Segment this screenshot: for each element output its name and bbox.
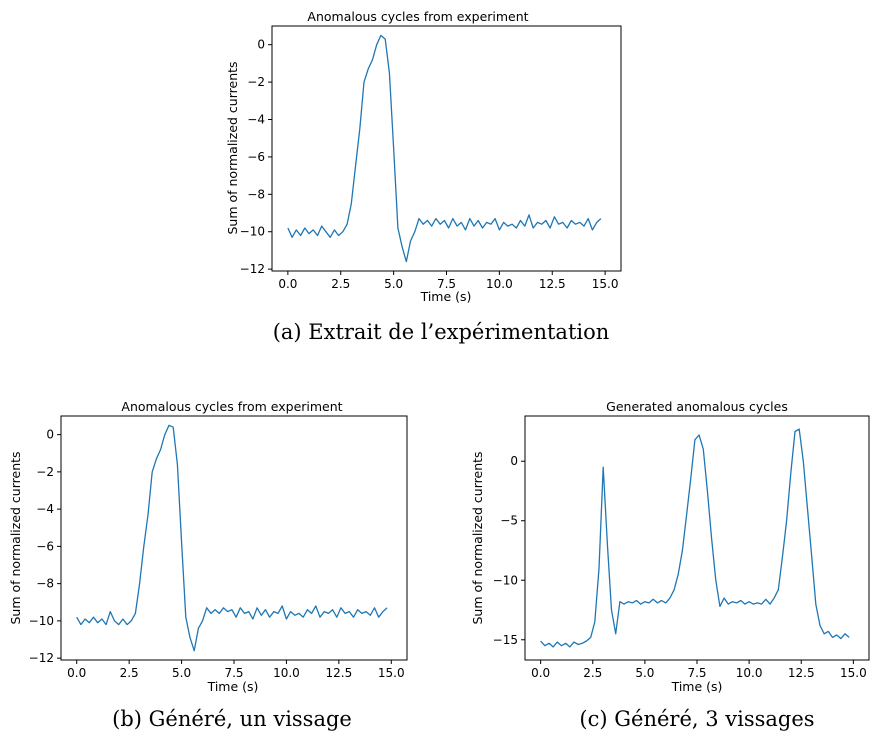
- x-axis-label-a: Time (s): [420, 289, 472, 304]
- ytick-label-c-0: 0: [510, 454, 518, 468]
- ytick-label-a-5: −10: [240, 225, 265, 239]
- caption-b: (b) Généré, un vissage: [112, 707, 352, 731]
- plot-title-a: Anomalous cycles from experiment: [307, 9, 528, 24]
- xtick-label-a-2: 5.0: [384, 277, 403, 291]
- ticks-c: [521, 460, 854, 664]
- plot-frame-c: [524, 415, 870, 661]
- subplot-a: Anomalous cycles from experiment 0 −2 −4 −6…: [225, 9, 622, 344]
- ticks-a: [268, 44, 606, 275]
- xtick-label-a-0: 0.0: [278, 277, 297, 291]
- series-line-b: [76, 424, 388, 652]
- ytick-label-b-0: 0: [46, 428, 54, 442]
- xtick-labels-b: 0.0 2.5 5.0 7.5 10.0 12.5 15.0: [67, 666, 404, 680]
- xtick-label-a-3: 7.5: [437, 277, 456, 291]
- ytick-label-a-4: −8: [247, 187, 265, 201]
- ytick-label-b-1: −2: [36, 465, 54, 479]
- ytick-label-c-1: −5: [500, 514, 518, 528]
- ytick-label-b-3: −6: [36, 539, 54, 553]
- xtick-label-b-1: 2.5: [120, 666, 139, 680]
- xtick-labels-c: 0.0 2.5 5.0 7.5 10.0 12.5 15.0: [531, 666, 867, 680]
- ytick-label-c-3: −15: [493, 633, 518, 647]
- xtick-label-a-6: 15.0: [592, 277, 619, 291]
- x-axis-label-b: Time (s): [207, 679, 259, 694]
- xtick-label-c-4: 10.0: [736, 666, 763, 680]
- ytick-label-a-6: −12: [240, 262, 265, 276]
- xtick-label-b-6: 15.0: [378, 666, 405, 680]
- xtick-label-c-6: 15.0: [840, 666, 867, 680]
- xtick-label-c-5: 12.5: [788, 666, 815, 680]
- xtick-label-c-2: 5.0: [635, 666, 654, 680]
- caption-c: (c) Généré, 3 vissages: [579, 707, 814, 731]
- xtick-label-a-5: 12.5: [539, 277, 566, 291]
- series-line-c: [540, 428, 850, 648]
- ytick-label-b-6: −12: [29, 651, 54, 665]
- subplot-b: Anomalous cycles from experiment 0 −2 −4 −6…: [8, 399, 408, 731]
- xtick-label-b-5: 12.5: [325, 666, 352, 680]
- xtick-label-b-4: 10.0: [273, 666, 300, 680]
- xtick-label-c-3: 7.5: [687, 666, 706, 680]
- ytick-label-c-2: −10: [493, 573, 518, 587]
- y-axis-label-c: Sum of normalized currents: [470, 451, 485, 624]
- plot-frame-a: [271, 25, 622, 272]
- xtick-label-a-1: 2.5: [331, 277, 350, 291]
- ytick-label-b-2: −4: [36, 502, 54, 516]
- ytick-label-a-3: −6: [247, 150, 265, 164]
- ytick-label-a-2: −4: [247, 113, 265, 127]
- plot-frame-b: [60, 415, 408, 661]
- x-axis-label-c: Time (s): [671, 679, 723, 694]
- plot-title-b: Anomalous cycles from experiment: [121, 399, 342, 414]
- xtick-label-b-0: 0.0: [67, 666, 86, 680]
- ytick-label-a-0: 0: [257, 38, 265, 52]
- xtick-labels-a: 0.0 2.5 5.0 7.5 10.0 12.5 15.0: [278, 277, 618, 291]
- y-axis-label-a: Sum of normalized currents: [225, 61, 240, 234]
- ytick-labels-a: 0 −2 −4 −6 −8 −10 −12: [240, 38, 265, 276]
- y-axis-label-b: Sum of normalized currents: [8, 451, 23, 624]
- ytick-labels-b: 0 −2 −4 −6 −8 −10 −12: [29, 428, 54, 666]
- plot-title-c: Generated anomalous cycles: [606, 399, 788, 414]
- xtick-label-b-3: 7.5: [224, 666, 243, 680]
- ticks-b: [57, 434, 392, 664]
- subplot-c: Generated anomalous cycles 0 −5 −10 −15 0.0…: [470, 399, 870, 731]
- xtick-label-c-0: 0.0: [531, 666, 550, 680]
- ytick-label-b-5: −10: [29, 614, 54, 628]
- series-line-a: [287, 34, 602, 263]
- xtick-label-c-1: 2.5: [583, 666, 602, 680]
- ytick-labels-c: 0 −5 −10 −15: [493, 454, 518, 647]
- ytick-label-a-1: −2: [247, 75, 265, 89]
- ytick-label-b-4: −8: [36, 577, 54, 591]
- caption-a: (a) Extrait de l’expérimentation: [273, 320, 610, 344]
- xtick-label-a-4: 10.0: [486, 277, 513, 291]
- xtick-label-b-2: 5.0: [172, 666, 191, 680]
